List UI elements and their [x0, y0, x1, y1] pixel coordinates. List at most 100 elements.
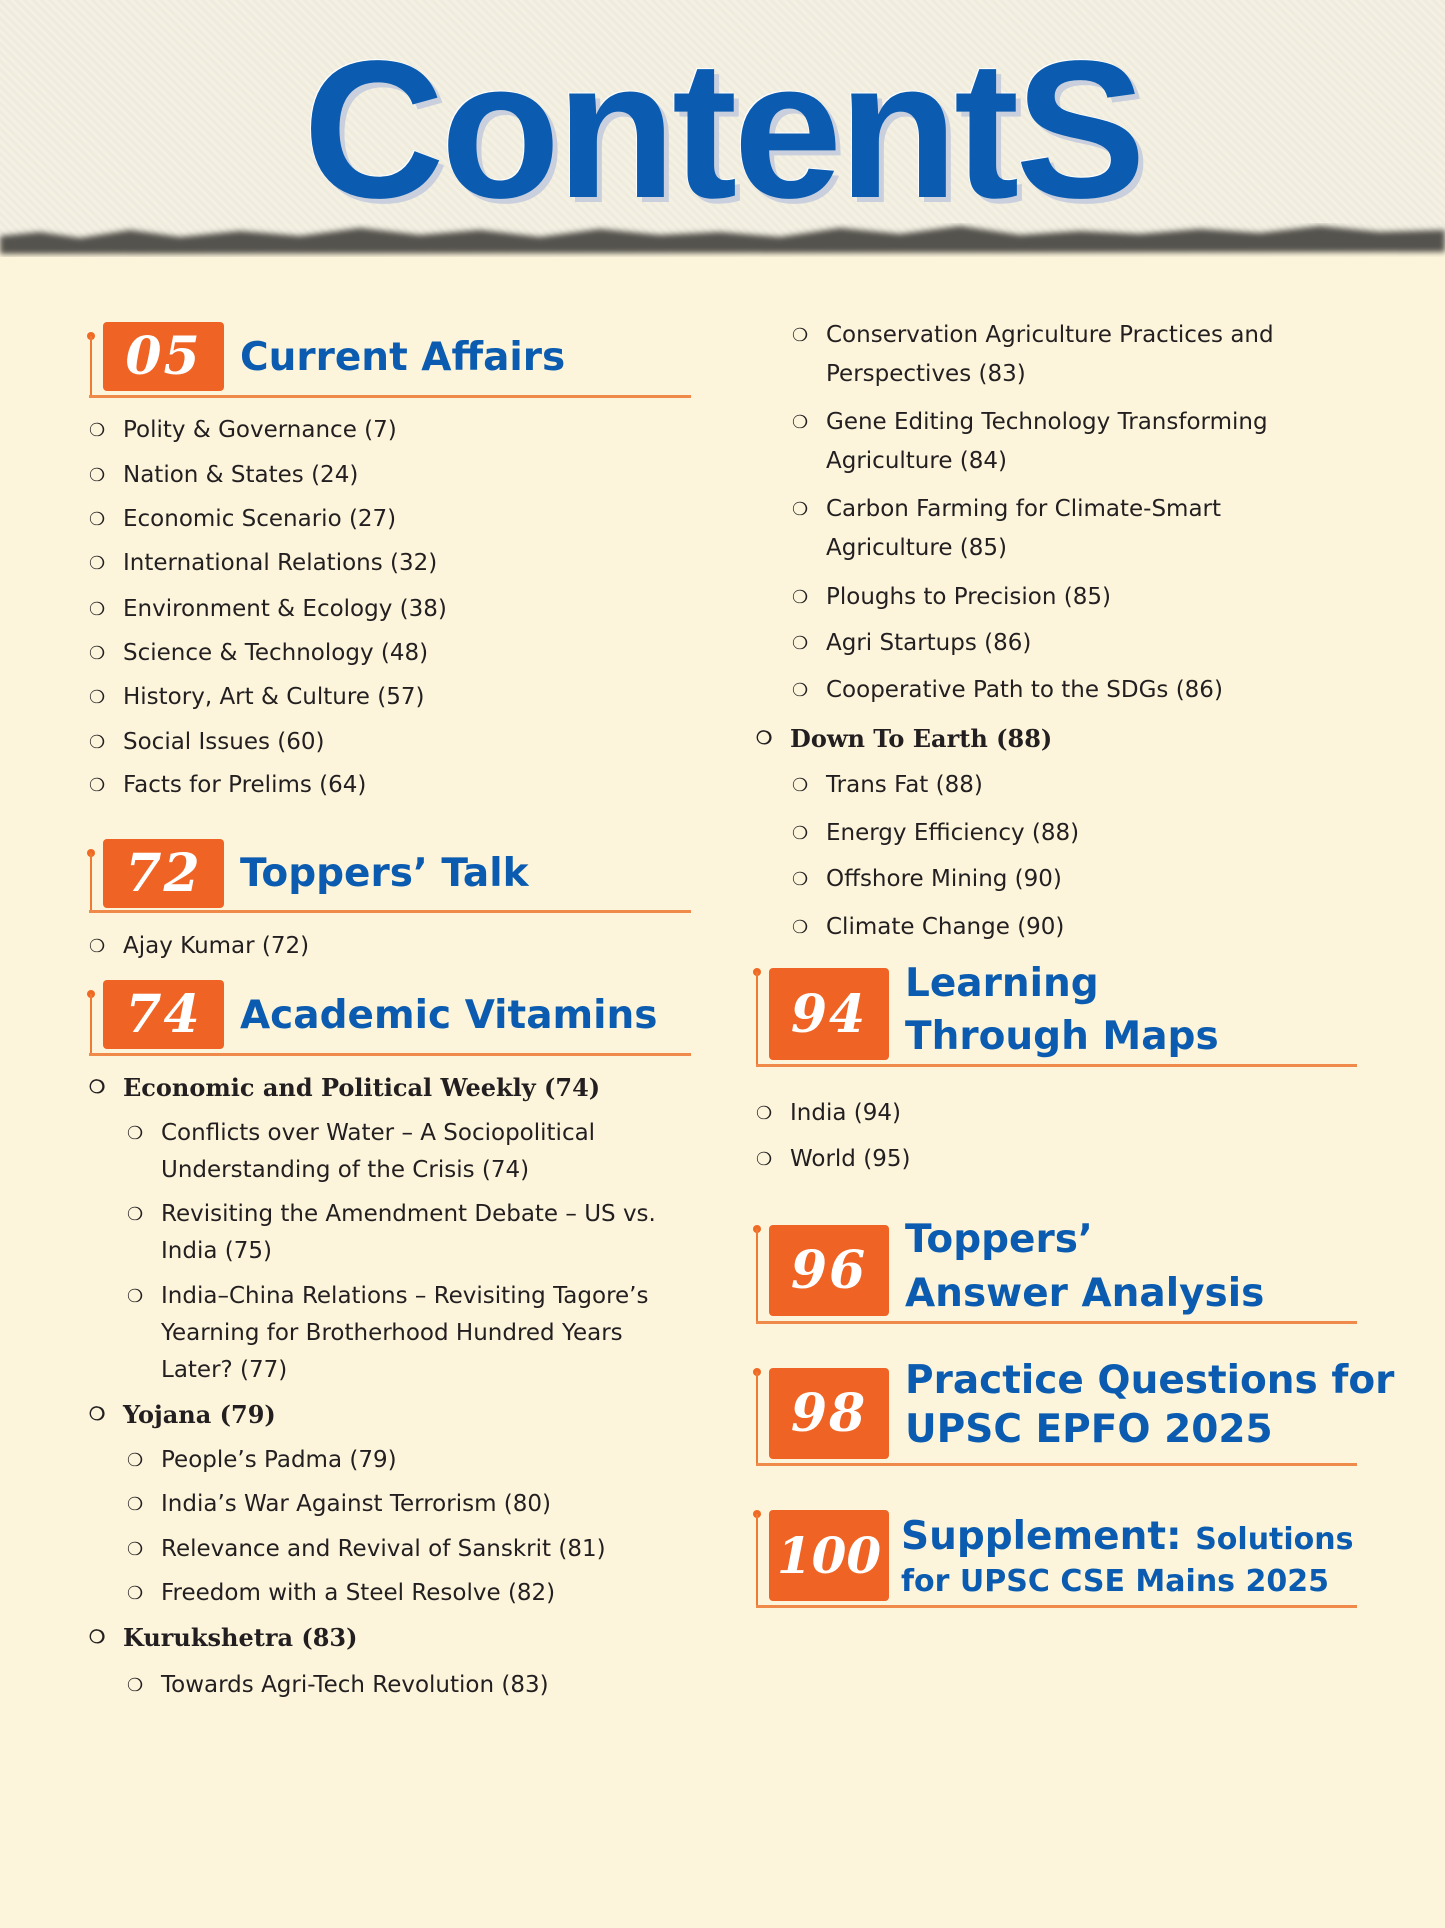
list-item[interactable]: ❍ Facts for Prelims (64)	[89, 767, 366, 804]
list-item[interactable]: ❍ Carbon Farming for Climate-Smart Agricul…	[792, 490, 1221, 568]
bullet-icon: ❍	[89, 1077, 106, 1098]
list-item[interactable]: ❍ Nation & States (24)	[89, 457, 358, 494]
header-line	[756, 1372, 758, 1465]
bullet-icon: ❍	[792, 412, 809, 433]
header-line	[756, 972, 758, 1066]
bullet-icon: ❍	[127, 1450, 144, 1471]
header-underline	[89, 395, 691, 398]
bullet-icon: ❍	[89, 775, 106, 796]
list-item[interactable]: ❍ India–China Relations – Revisiting Tago…	[127, 1278, 648, 1389]
list-item[interactable]: ❍ People’s Padma (79)	[127, 1442, 397, 1479]
page-number-badge: 74	[103, 980, 224, 1049]
page-number-badge: 96	[769, 1225, 889, 1316]
header-line	[90, 853, 92, 913]
bullet-icon: ❍	[89, 1404, 106, 1425]
list-item[interactable]: ❍ Ajay Kumar (72)	[89, 928, 309, 965]
section-title-line: Through Maps	[905, 1014, 1219, 1059]
section-title-line: Toppers’	[905, 1217, 1093, 1262]
page-number-badge: 100	[769, 1510, 889, 1601]
bullet-icon: ❍	[792, 680, 809, 701]
list-item[interactable]: ❍ Conservation Agriculture Practices and P…	[792, 316, 1274, 394]
torn-paper-edge	[0, 226, 1445, 254]
list-item[interactable]: ❍ World (95)	[756, 1141, 910, 1178]
list-item[interactable]: ❍ Science & Technology (48)	[89, 635, 428, 672]
page-title: ContentS	[303, 20, 1146, 239]
bullet-icon: ❍	[792, 869, 809, 890]
section-title-line: Answer Analysis	[905, 1271, 1265, 1316]
list-item[interactable]: ❍ Cooperative Path to the SDGs (86)	[792, 672, 1223, 709]
bullet-icon: ❍	[89, 509, 106, 530]
section-title: Current Affairs	[240, 335, 566, 380]
header-line	[756, 1514, 758, 1607]
header-underline	[89, 910, 691, 913]
section-title-line: Practice Questions for	[905, 1358, 1395, 1403]
list-item[interactable]: ❍ Offshore Mining (90)	[792, 861, 1062, 898]
list-item[interactable]: ❍ Climate Change (90)	[792, 909, 1064, 946]
bullet-icon: ❍	[89, 420, 106, 441]
bullet-icon: ❍	[792, 917, 809, 938]
header-underline	[756, 1463, 1357, 1466]
list-item[interactable]: ❍ Energy Efficiency (88)	[792, 815, 1079, 852]
bullet-icon: ❍	[792, 499, 809, 520]
list-item[interactable]: ❍ Environment & Ecology (38)	[89, 591, 447, 628]
bullet-icon: ❍	[127, 1539, 144, 1560]
bullet-icon: ❍	[792, 633, 809, 654]
list-item[interactable]: ❍ Gene Editing Technology Transforming Agr…	[792, 403, 1268, 481]
list-item[interactable]: ❍ Relevance and Revival of Sanskrit (81)	[127, 1531, 606, 1568]
header-line	[90, 336, 92, 396]
list-item[interactable]: ❍ Conflicts over Water – A Sociopolitical…	[127, 1115, 595, 1189]
bullet-icon: ❍	[756, 728, 773, 749]
bullet-icon: ❍	[127, 1494, 144, 1515]
bullet-icon: ❍	[89, 732, 106, 753]
section-title-line: Supplement: Solutions	[901, 1514, 1354, 1559]
list-item[interactable]: ❍ Revisiting the Amendment Debate – US vs…	[127, 1196, 656, 1270]
list-item[interactable]: ❍ Trans Fat (88)	[792, 767, 983, 804]
page-number-badge: 72	[103, 839, 224, 908]
header-underline	[756, 1321, 1357, 1324]
header-underline	[756, 1605, 1357, 1608]
section-title: Toppers’ Talk	[240, 851, 529, 896]
bullet-icon: ❍	[127, 1123, 144, 1144]
page-number-badge: 98	[769, 1368, 889, 1459]
bullet-icon: ❍	[127, 1675, 144, 1696]
bullet-icon: ❍	[756, 1149, 773, 1170]
header-underline	[756, 1064, 1357, 1067]
header-band	[0, 0, 1445, 245]
bullet-icon: ❍	[89, 1627, 106, 1648]
bullet-icon: ❍	[127, 1286, 144, 1307]
page-number-badge: 94	[769, 968, 889, 1060]
list-item[interactable]: ❍ Towards Agri-Tech Revolution (83)	[127, 1667, 549, 1704]
bullet-icon: ❍	[89, 599, 106, 620]
bullet-icon: ❍	[127, 1204, 144, 1225]
bullet-icon: ❍	[792, 325, 809, 346]
list-item[interactable]: ❍ Economic Scenario (27)	[89, 501, 396, 538]
list-item[interactable]: ❍ Polity & Governance (7)	[89, 412, 397, 449]
subsection-epw[interactable]: ❍ Economic and Political Weekly (74)	[89, 1069, 600, 1106]
bullet-icon: ❍	[89, 936, 106, 957]
subsection-kurukshetra[interactable]: ❍ Kurukshetra (83)	[89, 1619, 357, 1656]
list-item[interactable]: ❍ India’s War Against Terrorism (80)	[127, 1486, 551, 1523]
list-item[interactable]: ❍ Agri Startups (86)	[792, 625, 1031, 662]
bullet-icon: ❍	[792, 587, 809, 608]
bullet-icon: ❍	[127, 1583, 144, 1604]
header-line	[90, 994, 92, 1054]
section-title-line: Learning	[905, 961, 1099, 1006]
list-item[interactable]: ❍ Social Issues (60)	[89, 724, 325, 761]
section-title: Academic Vitamins	[240, 993, 658, 1038]
page-number-badge: 05	[103, 322, 224, 391]
subsection-down-to-earth[interactable]: ❍ Down To Earth (88)	[756, 720, 1052, 757]
list-item[interactable]: ❍ India (94)	[756, 1095, 901, 1132]
list-item[interactable]: ❍ History, Art & Culture (57)	[89, 679, 424, 716]
subsection-yojana[interactable]: ❍ Yojana (79)	[89, 1396, 276, 1433]
list-item[interactable]: ❍ Freedom with a Steel Resolve (82)	[127, 1575, 555, 1612]
bullet-icon: ❍	[792, 823, 809, 844]
bullet-icon: ❍	[89, 553, 106, 574]
bullet-icon: ❍	[89, 643, 106, 664]
header-underline	[89, 1053, 691, 1056]
section-title-line: UPSC EPFO 2025	[905, 1407, 1273, 1452]
list-item[interactable]: ❍ International Relations (32)	[89, 545, 437, 582]
bullet-icon: ❍	[89, 465, 106, 486]
section-title-line: for UPSC CSE Mains 2025	[901, 1564, 1329, 1599]
bullet-icon: ❍	[756, 1103, 773, 1124]
list-item[interactable]: ❍ Ploughs to Precision (85)	[792, 579, 1111, 616]
